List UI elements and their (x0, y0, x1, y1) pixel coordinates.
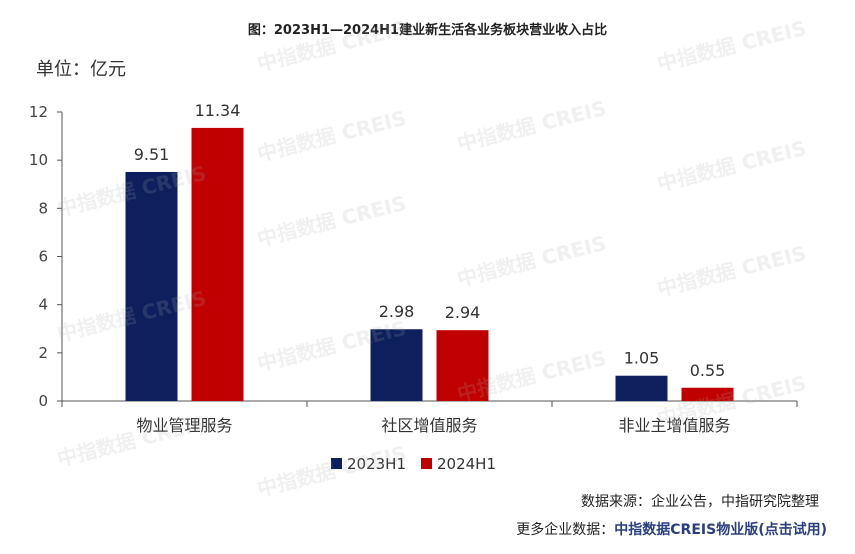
bar-2023h1-3 (615, 375, 668, 401)
bar-2023h1-2 (370, 329, 423, 401)
bar-value-label: 2.94 (445, 303, 481, 322)
bar-2023h1-1 (125, 171, 178, 401)
unit-label: 单位：亿元 (36, 59, 126, 80)
x-category-label: 物业管理服务 (136, 416, 232, 435)
chart-title: 图：2023H1—2024H1建业新生活各业务板块营业收入占比 (247, 23, 608, 38)
bar-value-label: 1.05 (624, 349, 660, 368)
bar-2024h1-2 (436, 330, 489, 401)
bar-value-label: 2.98 (379, 302, 415, 321)
y-tick-label: 12 (29, 103, 48, 121)
y-tick-label: 2 (38, 344, 48, 362)
y-tick-label: 0 (38, 392, 48, 410)
legend-swatch (331, 458, 342, 469)
x-category-label: 社区增值服务 (381, 416, 477, 435)
x-category-label: 非业主增值服务 (618, 416, 730, 435)
bar-value-label: 9.51 (134, 145, 170, 164)
bar-value-label: 11.34 (195, 101, 241, 120)
more-data-prefix: 更多企业数据： (516, 522, 615, 538)
legend-swatch (421, 458, 432, 469)
bar-2024h1-3 (681, 387, 734, 401)
y-tick-label: 4 (38, 296, 48, 314)
y-tick-label: 10 (29, 151, 48, 169)
bar-2024h1-1 (191, 127, 244, 402)
more-data-line: 更多企业数据：中指数据CREIS物业版(点击试用) (516, 519, 827, 539)
creis-trial-link[interactable]: 中指数据CREIS物业版(点击试用) (614, 522, 827, 538)
bar-value-label: 0.55 (690, 361, 726, 380)
legend-label: 2024H1 (437, 455, 496, 473)
data-source-note: 数据来源：企业公告，中指研究院整理 (581, 494, 819, 510)
y-tick-label: 6 (38, 248, 48, 266)
legend-label: 2023H1 (347, 455, 406, 473)
y-tick-label: 8 (38, 199, 48, 217)
